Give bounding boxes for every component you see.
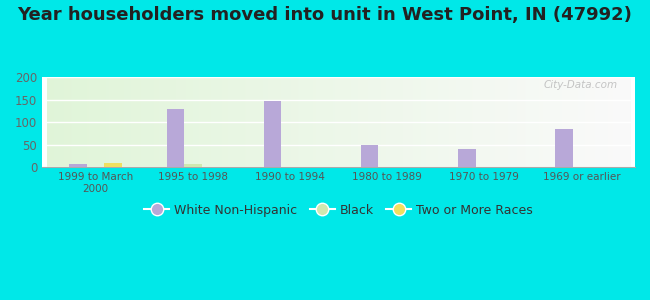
Bar	[104, 164, 122, 167]
Bar	[264, 101, 281, 167]
Bar	[70, 164, 87, 167]
Bar	[555, 129, 573, 167]
Bar	[184, 164, 202, 167]
Bar	[166, 109, 184, 167]
Legend: White Non-Hispanic, Black, Two or More Races: White Non-Hispanic, Black, Two or More R…	[139, 199, 538, 221]
Text: Year householders moved into unit in West Point, IN (47992): Year householders moved into unit in Wes…	[18, 6, 632, 24]
Bar	[458, 149, 476, 167]
Text: City-Data.com: City-Data.com	[543, 80, 618, 90]
Bar	[361, 146, 378, 167]
